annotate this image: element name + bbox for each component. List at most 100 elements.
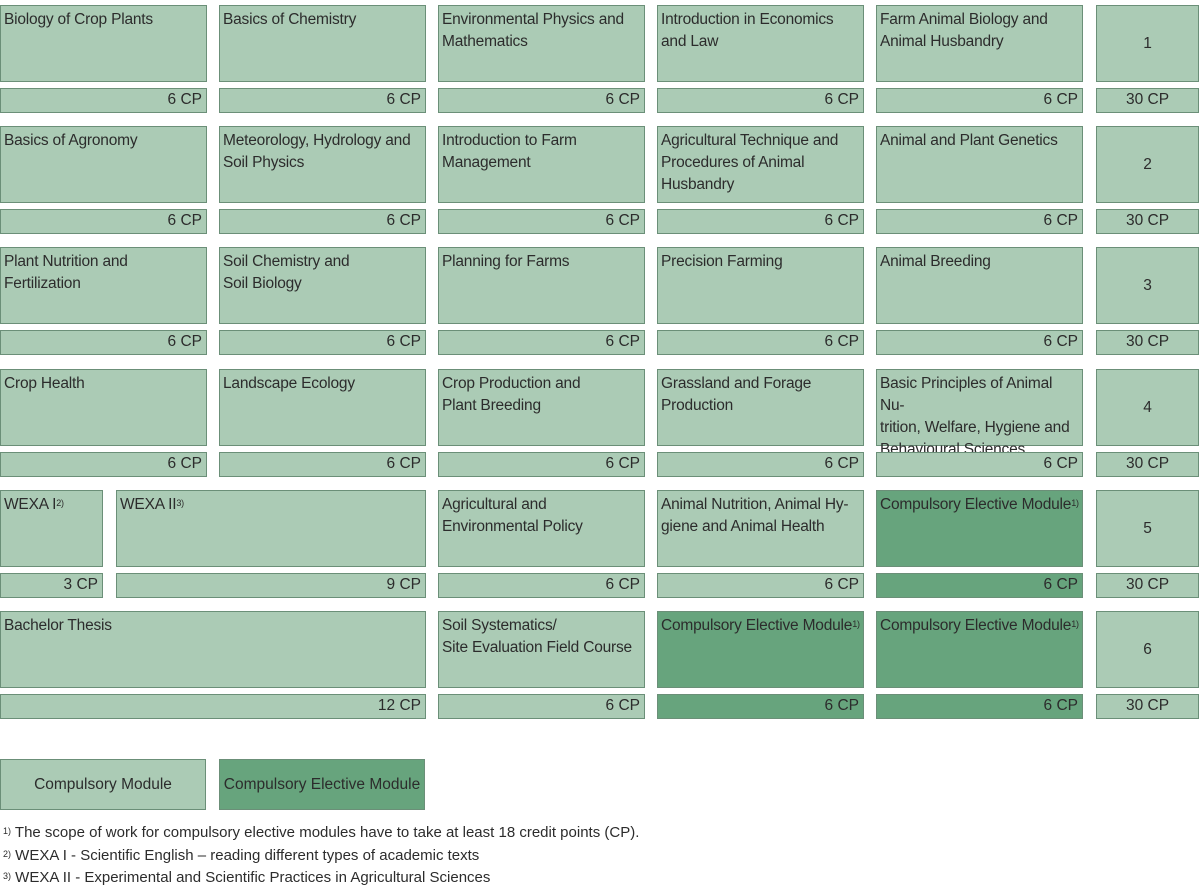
module-name: Compulsory Elective Module1) [880,496,1079,513]
module-animal-nutrition-hygiene: Animal Nutrition, Animal Hy- giene and A… [657,490,864,567]
module-biology-of-crop-plants: Biology of Crop Plants [0,5,207,82]
footnote-mark: 1) [1071,619,1079,629]
footnote-mark: 1) [852,619,860,629]
module-cp: 6 CP [438,452,645,477]
module-cp: 6 CP [219,209,426,234]
module-elective-5: Compulsory Elective Module1) [876,490,1083,567]
module-crop-production: Crop Production and Plant Breeding [438,369,645,446]
module-name: Meteorology, Hydrology and Soil Physics [223,132,411,171]
module-agricultural-policy: Agricultural and Environmental Policy [438,490,645,567]
legend-compulsory-label: Compulsory Module [34,775,172,793]
module-cp: 6 CP [438,694,645,719]
module-grassland-forage: Grassland and Forage Production [657,369,864,446]
module-name: Animal Nutrition, Animal Hy- giene and A… [661,496,849,535]
module-cp: 6 CP [876,452,1083,477]
semester-1-total-cp: 30 CP [1096,88,1199,113]
semester-5-total-cp: 30 CP [1096,573,1199,598]
module-name: Introduction in Economics and Law [661,11,834,50]
module-agricultural-technique: Agricultural Technique and Procedures of… [657,126,864,203]
footnote-1: 1) The scope of work for compulsory elec… [3,824,640,841]
module-name: Farm Animal Biology and Animal Husbandry [880,11,1048,50]
semester-4-total-cp: 30 CP [1096,452,1199,477]
module-name: Animal Breeding [880,253,991,270]
module-name: Planning for Farms [442,253,570,270]
module-name: Agricultural and Environmental Policy [442,496,583,535]
module-farm-animal-biology: Farm Animal Biology and Animal Husbandry [876,5,1083,82]
module-cp: 6 CP [657,573,864,598]
module-cp: 6 CP [0,209,207,234]
legend-elective-label: Compulsory Elective Module [223,775,421,793]
module-cp: 6 CP [0,330,207,355]
module-soil-systematics: Soil Systematics/ Site Evaluation Field … [438,611,645,688]
module-cp: 6 CP [657,209,864,234]
semester-6-number: 6 [1096,611,1199,688]
module-name: Basic Principles of Animal Nu- trition, … [880,375,1070,458]
footnote-2: 2) WEXA I - Scientific English – reading… [3,847,480,864]
semester-5-number: 5 [1096,490,1199,567]
module-meteorology-hydrology: Meteorology, Hydrology and Soil Physics [219,126,426,203]
footnote-3: 3) WEXA II - Experimental and Scientific… [3,869,491,886]
module-animal-breeding: Animal Breeding [876,247,1083,324]
module-name: Basics of Agronomy [4,132,138,149]
module-cp: 6 CP [438,209,645,234]
legend-compulsory: Compulsory Module [0,759,206,810]
module-name: Agricultural Technique and Procedures of… [661,132,839,193]
footnote-mark: 3) [176,498,184,508]
module-cp: 3 CP [0,573,103,598]
module-cp: 6 CP [657,452,864,477]
module-economics-and-law: Introduction in Economics and Law [657,5,864,82]
footnote-mark: 1) [1071,498,1079,508]
module-cp: 6 CP [219,452,426,477]
module-name: Environmental Physics and Mathematics [442,11,624,50]
module-cp: 6 CP [876,209,1083,234]
module-wexa-1: WEXA I2) [0,490,103,567]
module-name: WEXA II3) [120,496,184,513]
semester-3-number: 3 [1096,247,1199,324]
semester-4-number: 4 [1096,369,1199,446]
module-name: Compulsory Elective Module1) [880,617,1079,634]
module-cp: 6 CP [657,330,864,355]
module-cp: 6 CP [876,694,1083,719]
module-animal-nutrition-principles: Basic Principles of Animal Nu- trition, … [876,369,1083,458]
module-cp: 6 CP [657,88,864,113]
module-cp: 6 CP [219,88,426,113]
module-cp: 6 CP [219,330,426,355]
module-cp: 9 CP [116,573,426,598]
module-planning-for-farms: Planning for Farms [438,247,645,324]
footnote-mark: 2) [56,498,64,508]
module-cp: 6 CP [438,330,645,355]
module-name: Compulsory Elective Module1) [661,617,860,634]
module-name: Soil Systematics/ Site Evaluation Field … [442,617,632,656]
module-elective-6a: Compulsory Elective Module1) [657,611,864,688]
module-cp: 6 CP [876,88,1083,113]
module-environmental-physics: Environmental Physics and Mathematics [438,5,645,82]
module-plant-nutrition: Plant Nutrition and Fertilization [0,247,207,324]
module-basics-of-chemistry: Basics of Chemistry [219,5,426,82]
semester-2-total-cp: 30 CP [1096,209,1199,234]
module-cp: 12 CP [0,694,426,719]
module-wexa-2: WEXA II3) [116,490,426,567]
module-name: Bachelor Thesis [4,617,112,634]
semester-3-total-cp: 30 CP [1096,330,1199,355]
module-farm-management: Introduction to Farm Management [438,126,645,203]
module-cp: 6 CP [438,88,645,113]
legend-elective: Compulsory Elective Module [219,759,425,810]
module-cp: 6 CP [0,88,207,113]
module-precision-farming: Precision Farming [657,247,864,324]
module-name: WEXA I2) [4,496,64,513]
semester-6-total-cp: 30 CP [1096,694,1199,719]
module-name: Introduction to Farm Management [442,132,577,171]
module-name: Crop Production and Plant Breeding [442,375,581,414]
module-name: Crop Health [4,375,85,392]
module-name: Landscape Ecology [223,375,355,392]
module-name: Grassland and Forage Production [661,375,812,414]
module-crop-health: Crop Health [0,369,207,446]
module-name: Basics of Chemistry [223,11,357,28]
module-animal-plant-genetics: Animal and Plant Genetics [876,126,1083,203]
module-cp: 6 CP [876,330,1083,355]
module-name: Plant Nutrition and Fertilization [4,253,128,292]
module-cp: 6 CP [438,573,645,598]
module-cp: 6 CP [657,694,864,719]
module-name: Biology of Crop Plants [4,11,153,28]
module-bachelor-thesis: Bachelor Thesis [0,611,426,688]
